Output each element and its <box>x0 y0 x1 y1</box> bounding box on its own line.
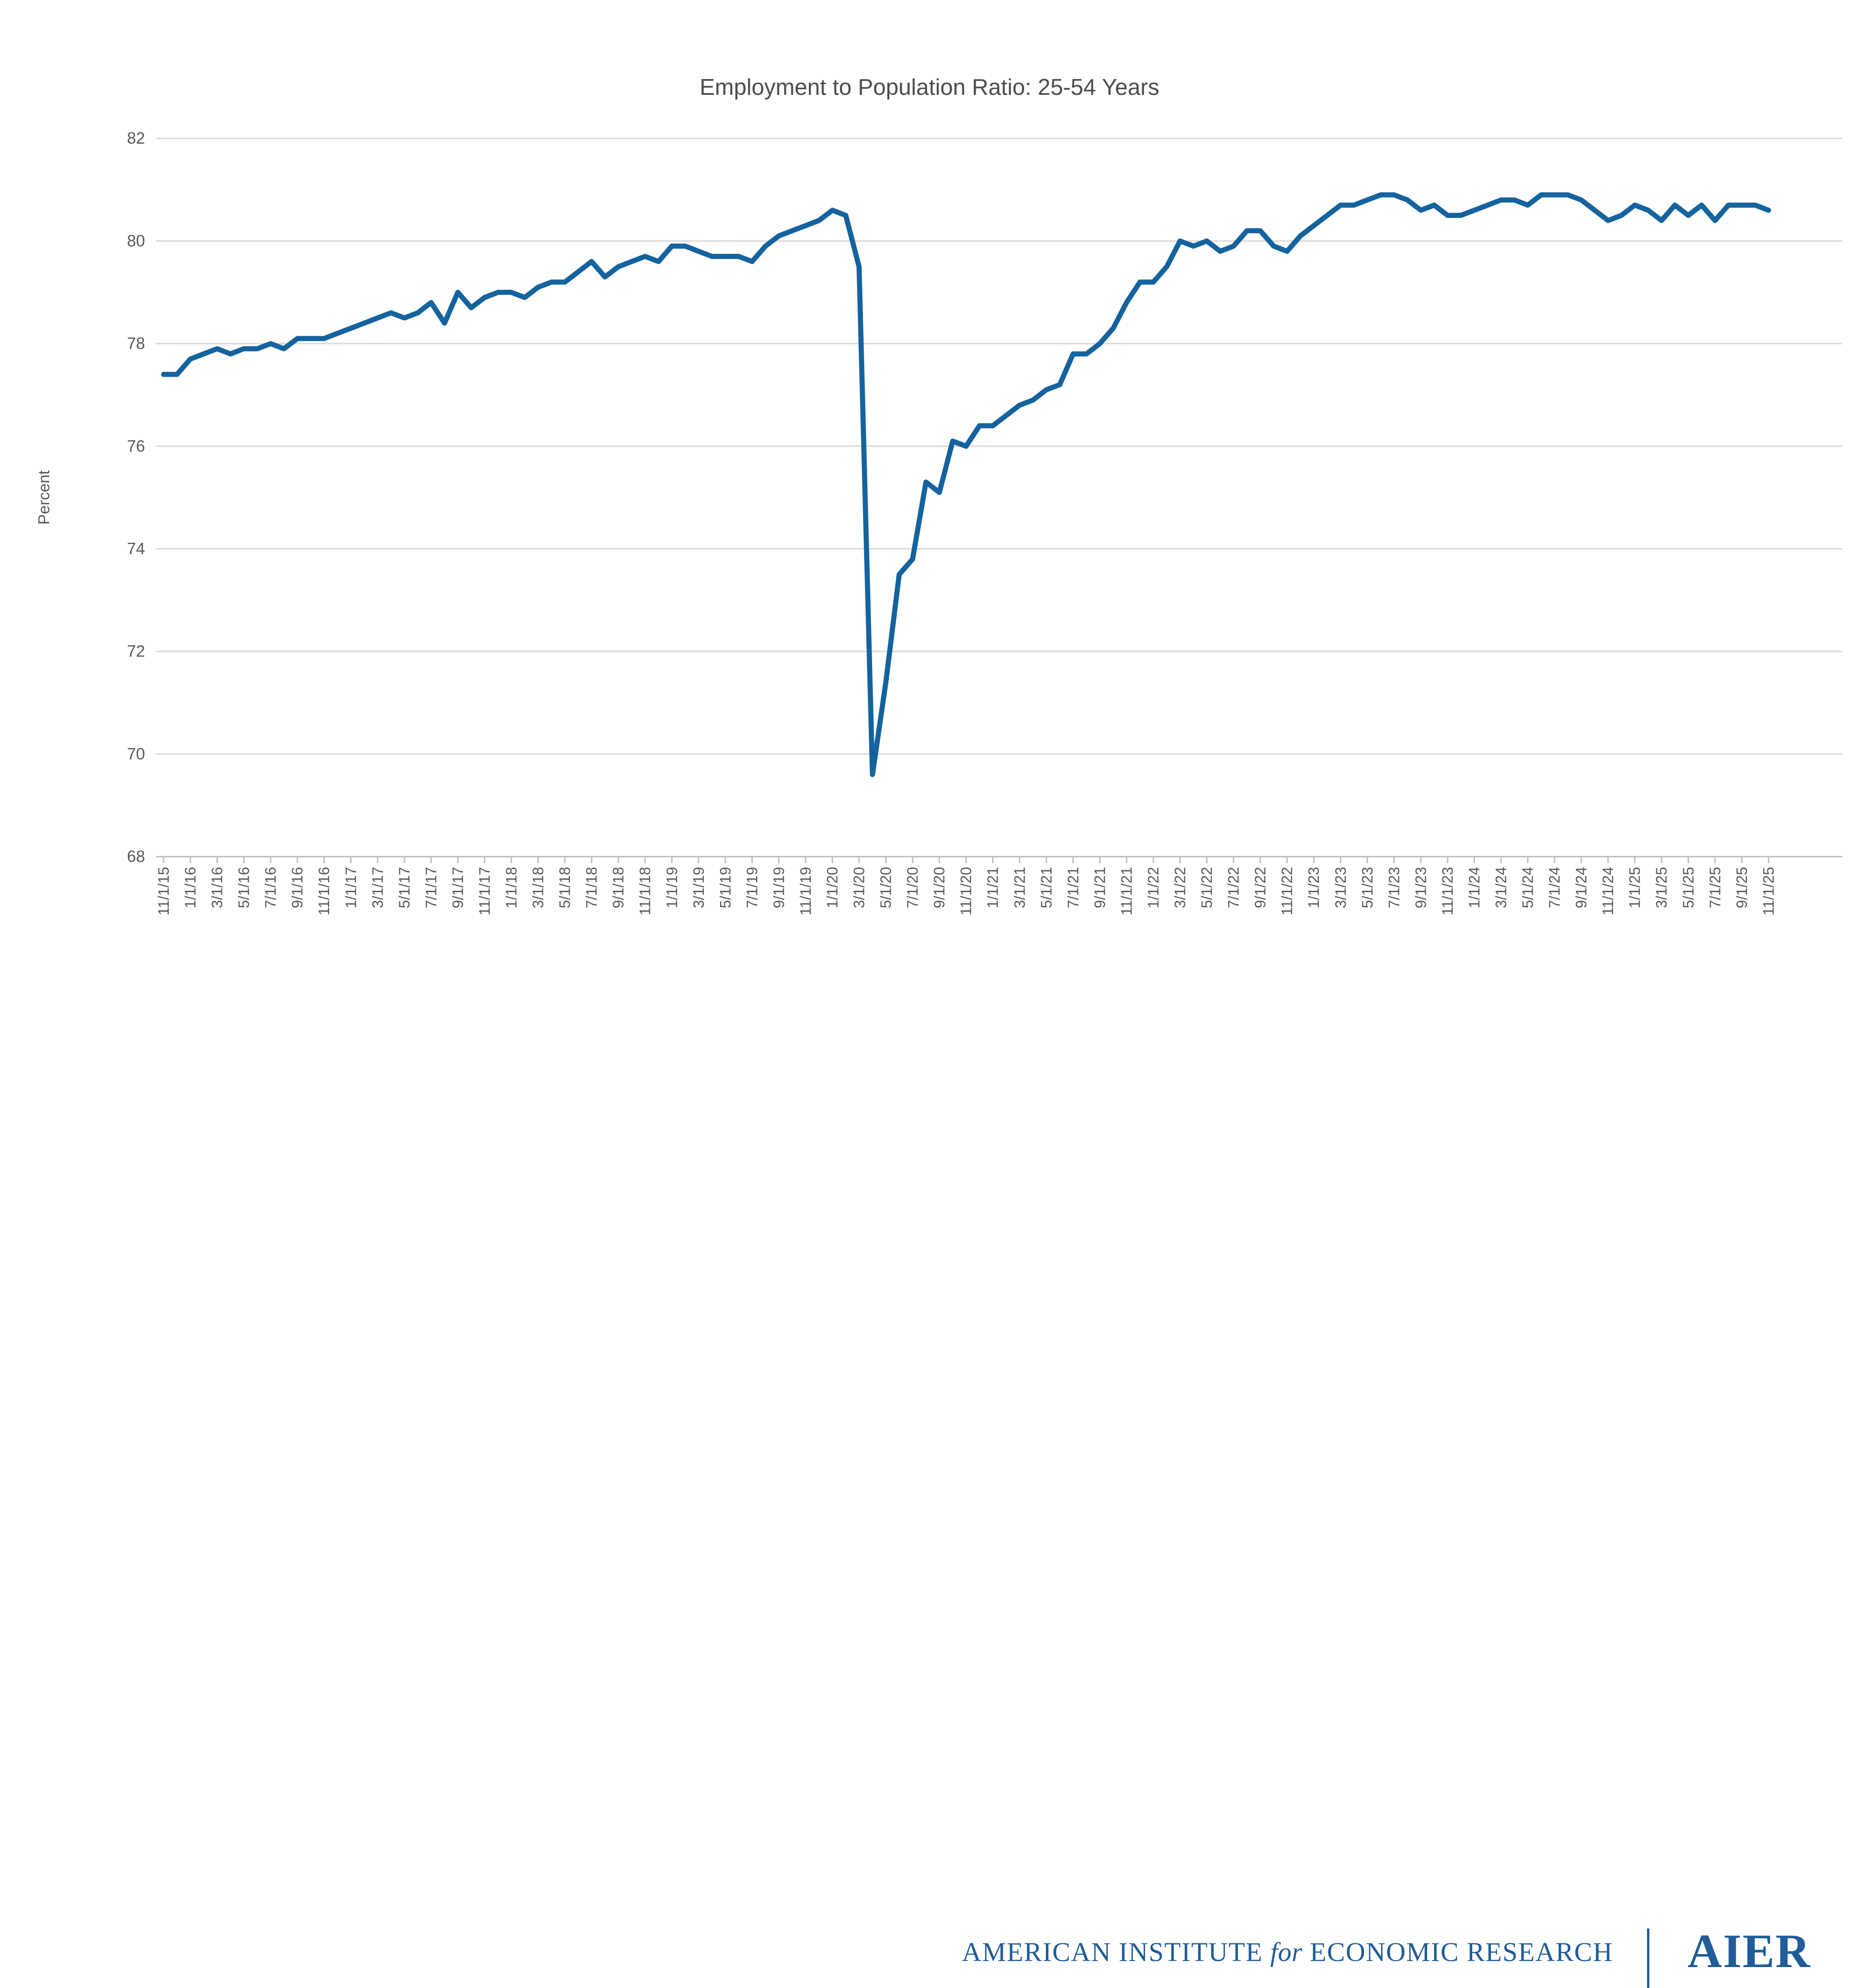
footer-logo-aier: AIER <box>1687 1925 1811 1978</box>
footer-brand: AMERICAN INSTITUTE for ECONOMIC RESEARCH… <box>0 962 1859 1988</box>
x-tick-label: 11/1/19 <box>797 867 814 915</box>
x-tick-label: 11/1/24 <box>1600 867 1616 915</box>
x-tick-label: 9/1/21 <box>1092 867 1108 908</box>
x-tick-label: 7/1/19 <box>744 867 761 908</box>
x-tick-label: 1/1/18 <box>503 867 520 908</box>
x-tick-label: 7/1/20 <box>904 867 921 908</box>
chart-title: Employment to Population Ratio: 25-54 Ye… <box>700 75 1159 100</box>
x-tick-label: 3/1/18 <box>530 867 547 908</box>
x-tick-label: 3/1/22 <box>1172 867 1189 908</box>
x-tick-label: 5/1/18 <box>556 867 573 908</box>
x-tick-label: 5/1/17 <box>396 867 413 908</box>
x-tick-label: 1/1/17 <box>343 867 359 908</box>
x-tick-label: 5/1/24 <box>1520 867 1536 908</box>
page: { "title": "Employment to Population Rat… <box>0 75 1859 1988</box>
x-tick-label: 3/1/23 <box>1332 867 1349 908</box>
x-tick-label: 11/1/18 <box>637 867 654 915</box>
x-tick-label: 7/1/21 <box>1065 867 1081 908</box>
x-tick-label: 7/1/16 <box>262 867 279 908</box>
x-tick-label: 1/1/21 <box>985 867 1001 908</box>
x-tick-label: 1/1/22 <box>1145 867 1162 908</box>
footer-institute-name: AMERICAN INSTITUTE for ECONOMIC RESEARCH <box>934 1936 1613 1968</box>
x-tick-label: 5/1/25 <box>1680 867 1697 908</box>
x-tick-label: 5/1/23 <box>1359 867 1376 908</box>
x-tick-label: 3/1/25 <box>1653 867 1670 908</box>
y-axis-title: Percent <box>35 470 53 525</box>
x-tick-label: 9/1/22 <box>1252 867 1269 908</box>
footer-institute-right: ECONOMIC RESEARCH <box>1310 1937 1613 1967</box>
x-tick-label: 7/1/25 <box>1707 867 1723 908</box>
x-tick-label: 3/1/17 <box>369 867 386 908</box>
footer-institute-left: AMERICAN INSTITUTE <box>962 1937 1263 1967</box>
x-tick-label: 1/1/24 <box>1466 867 1482 908</box>
x-tick-label: 11/1/25 <box>1760 867 1777 915</box>
x-tick-label: 9/1/23 <box>1412 867 1429 908</box>
x-tick-label: 5/1/19 <box>717 867 734 908</box>
x-tick-label: 11/1/16 <box>316 867 332 915</box>
x-tick-label: 1/1/20 <box>824 867 841 908</box>
x-tick-label: 1/1/25 <box>1627 867 1643 908</box>
x-tick-label: 9/1/20 <box>931 867 948 908</box>
x-tick-label: 3/1/19 <box>690 867 707 908</box>
x-tick-label: 7/1/18 <box>583 867 600 908</box>
x-tick-label: 9/1/17 <box>450 867 466 908</box>
y-tick-label: 74 <box>127 540 145 558</box>
x-tick-label: 1/1/16 <box>182 867 199 908</box>
x-tick-label: 9/1/16 <box>289 867 306 908</box>
x-tick-label: 7/1/22 <box>1225 867 1242 908</box>
y-tick-label: 78 <box>127 335 145 353</box>
y-tick-label: 70 <box>127 745 145 763</box>
y-tick-label: 82 <box>127 129 145 147</box>
x-tick-label: 11/1/23 <box>1439 867 1456 915</box>
x-tick-label: 9/1/25 <box>1733 867 1750 908</box>
chart-canvas: 68 70 72 74 76 78 80 82 11/1/15 1/1/16 3/1/16 5/1/1… <box>35 129 1842 915</box>
x-tick-label: 1/1/19 <box>663 867 680 908</box>
y-tick-label: 80 <box>127 232 145 250</box>
x-tick-label: 7/1/24 <box>1546 867 1563 908</box>
x-tick-label: 9/1/19 <box>770 867 787 908</box>
x-tick-label: 7/1/17 <box>423 867 439 908</box>
x-tick-label: 5/1/16 <box>236 867 252 908</box>
x-tick-label: 11/1/17 <box>476 867 493 915</box>
footer-for-word: for <box>1270 1937 1303 1967</box>
x-tick-label: 3/1/21 <box>1011 867 1028 908</box>
x-tick-label: 11/1/22 <box>1279 867 1296 915</box>
x-tick-label: 11/1/20 <box>958 867 974 915</box>
x-tick-label: 5/1/22 <box>1198 867 1215 908</box>
x-tick-label: 3/1/16 <box>209 867 225 908</box>
x-tick-label: 11/1/15 <box>155 867 172 915</box>
x-tick-label: 9/1/24 <box>1573 867 1590 908</box>
y-tick-label: 76 <box>127 437 145 455</box>
x-tick-label: 3/1/20 <box>851 867 867 908</box>
x-tick-label: 5/1/21 <box>1038 867 1055 908</box>
x-tick-label: 9/1/18 <box>610 867 627 908</box>
x-tick-label: 5/1/20 <box>878 867 894 908</box>
y-tick-label: 72 <box>127 643 145 661</box>
data-line-series <box>161 192 1771 777</box>
y-tick-label: 68 <box>127 848 145 866</box>
x-tick-label: 11/1/21 <box>1118 867 1135 915</box>
footer-divider <box>1647 1928 1649 1988</box>
x-tick-label: 3/1/24 <box>1493 867 1509 908</box>
x-tick-label: 1/1/23 <box>1305 867 1322 908</box>
x-tick-label: 7/1/23 <box>1386 867 1403 908</box>
